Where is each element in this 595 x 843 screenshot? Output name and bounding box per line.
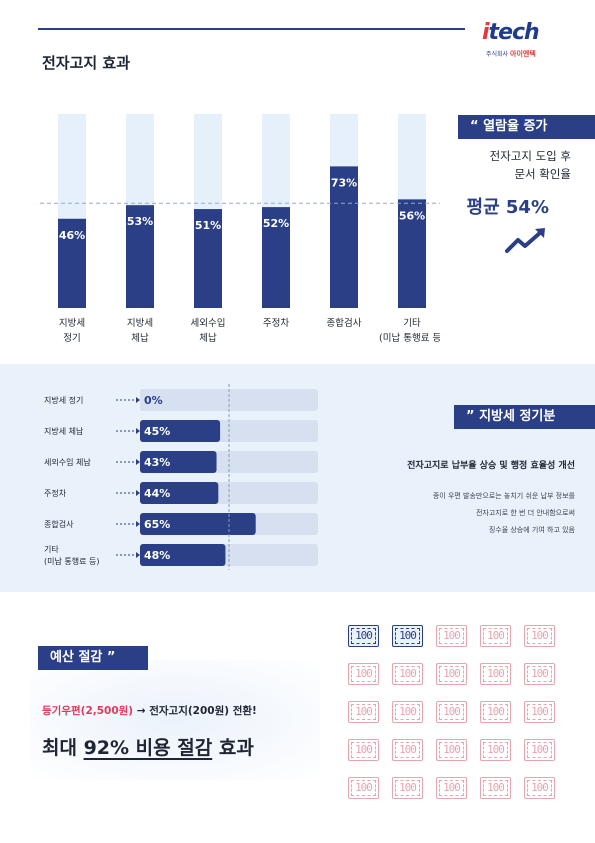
category-label: 기타 [44,545,59,554]
bar-value-label: 73% [331,176,357,189]
payment-note-line: 종이 우편 발송만으로는 놓치기 쉬운 납부 정보를 [432,492,575,500]
category-label: 세외수입 [191,317,226,329]
bar-value-label: 52% [263,217,289,230]
bar-value-label: 51% [195,219,221,232]
leader-arrow-icon [136,490,140,496]
postage-stamp-icon: 100 [348,625,379,647]
bar [262,207,290,308]
bar-value-label: 43% [144,456,170,469]
bar-value-label: 53% [127,215,153,228]
postage-stamp-icon: 100 [524,625,555,647]
bar [194,209,222,308]
open-rate-tag: “ 열람율 증가 [458,115,595,139]
postage-stamp-icon: 100 [436,777,467,799]
stamp-grid: 100 100 100 100 100 100 100 100 100 100 100 100 100 1… [348,625,568,803]
postage-stamp-icon: 100 [348,739,379,761]
bar [330,166,358,308]
leader-arrow-icon [136,552,140,558]
postage-stamp-icon: 100 [524,663,555,685]
leader-arrow-icon [136,428,140,434]
bar [140,513,256,535]
budget-saving-tag: 예산 절감 ” [38,646,148,670]
category-label: 주정차 [44,488,67,498]
postage-stamp-icon: 100 [480,663,511,685]
regular-tax-tag: ” 지방세 정기분 [454,405,595,429]
payment-note: 종이 우편 발송만으로는 놓치기 쉬운 납부 정보를 전자고지로 한 번 더 안… [372,488,575,539]
postage-stamp-icon: 100 [480,701,511,723]
postage-stamp-icon: 100 [436,663,467,685]
trend-up-icon [505,228,545,253]
postage-stamp-icon: 100 [392,701,423,723]
postage-stamp-icon: 100 [436,739,467,761]
category-label: 지방세 체납 [44,426,84,436]
postage-stamp-icon: 100 [480,739,511,761]
category-label: 기타 [403,318,421,329]
bar [140,482,219,504]
postage-stamp-icon: 100 [524,777,555,799]
postage-stamp-icon: 100 [392,663,423,685]
payment-note-line: 징수율 상승에 기여 하고 있음 [488,526,575,534]
leader-arrow-icon [136,397,140,403]
category-label: (미납 통행료 등) [379,332,440,344]
category-label: 주정차 [263,317,289,329]
bar-value-label: 48% [144,549,170,562]
bar-value-label: 65% [144,518,170,531]
bar-value-label: 46% [59,229,85,242]
payment-rate-bar-chart: 0% 지방세 정기 45% 지방세 체납 43% 세외수입 체납 44% 주정차 65% 종합검사… [44,384,318,570]
bar [58,218,86,308]
average-rate: 평균 54% [466,197,549,218]
category-label: 종합검사 [44,519,74,529]
category-label: 세외수입 체납 [44,457,91,467]
postage-stamp-icon: 100 [392,777,423,799]
postage-stamp-icon: 100 [348,777,379,799]
bar-value-label: 0% [144,394,163,407]
postage-stamp-icon: 100 [480,777,511,799]
bar [398,199,426,308]
section-title: 전자고지 효과 [42,54,131,72]
postage-stamp-icon: 100 [348,701,379,723]
postage-stamp-icon: 100 [392,625,423,647]
cost-comparison: 등기우편(2,500원) → 전자고지(200원) 전환! [42,705,257,717]
payment-note-line: 전자고지로 한 번 더 안내함으로써 [475,509,575,517]
category-label: 지방세 정기 [44,395,83,405]
postage-stamp-icon: 100 [480,625,511,647]
category-label: 체납 [131,333,149,344]
leader-arrow-icon [136,459,140,465]
category-label: 정기 [63,333,80,344]
bar [140,420,221,442]
postage-stamp-icon: 100 [348,663,379,685]
payment-subtitle: 전자고지로 납부율 상승 및 행정 효율성 개선 [407,461,575,471]
leader-arrow-icon [136,521,140,527]
category-label: 지방세 [127,318,153,329]
bar [126,205,154,308]
category-label: 체납 [199,333,217,344]
top-rule [38,28,465,30]
postage-stamp-icon: 100 [436,701,467,723]
bar [140,451,217,473]
open-rate-note-line: 문서 확인율 [514,167,571,181]
open-rate-note: 전자고지 도입 후 문서 확인율 [456,147,571,183]
bar-value-label: 45% [144,425,170,438]
logo-subtitle: 주식회사 아이엔텍 [486,50,536,58]
logo-wordmark: itech [482,20,540,45]
postage-stamp-icon: 100 [436,625,467,647]
company-logo: itech 주식회사 아이엔텍 [482,20,562,60]
bar-value-label: 56% [399,209,425,222]
postage-stamp-icon: 100 [524,701,555,723]
savings-glow [30,660,320,780]
category-label: (미납 통행료 등) [44,556,100,566]
category-label: 지방세 [59,318,85,329]
open-rate-note-line: 전자고지 도입 후 [489,149,571,163]
postage-stamp-icon: 100 [524,739,555,761]
savings-headline: 최대 92% 비용 절감 효과 [42,737,254,759]
postage-stamp-icon: 100 [392,739,423,761]
category-label: 종합검사 [327,317,362,329]
bar-value-label: 44% [144,487,170,500]
bar [140,544,226,566]
